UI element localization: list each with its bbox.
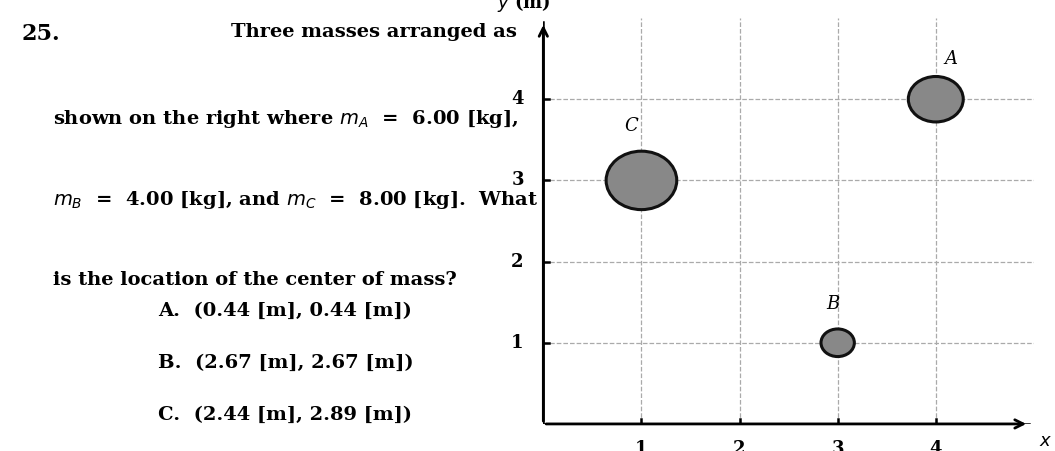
Text: 4: 4 [929,440,942,451]
Text: Three masses arranged as: Three masses arranged as [231,23,517,41]
Text: 3: 3 [512,171,523,189]
Text: is the location of the center of mass?: is the location of the center of mass? [53,271,457,289]
Text: C: C [625,117,638,135]
Text: B.  (2.67 [m], 2.67 [m]): B. (2.67 [m], 2.67 [m]) [158,354,414,372]
Text: 1: 1 [635,440,648,451]
Text: 2: 2 [512,253,523,271]
Text: $y$ (m): $y$ (m) [497,0,551,14]
Text: B: B [826,295,840,313]
Text: 2: 2 [733,440,746,451]
Circle shape [821,329,855,357]
Text: 25.: 25. [21,23,60,45]
Text: 1: 1 [512,334,523,352]
Text: 4: 4 [512,90,523,108]
Text: A: A [944,51,957,69]
Text: A.  (0.44 [m], 0.44 [m]): A. (0.44 [m], 0.44 [m]) [158,302,413,320]
Circle shape [607,151,676,210]
Text: $m_B$  =  4.00 [kg], and $m_C$  =  8.00 [kg].  What: $m_B$ = 4.00 [kg], and $m_C$ = 8.00 [kg]… [53,189,538,212]
Text: $x$ (m): $x$ (m) [1039,429,1055,451]
Text: 3: 3 [831,440,844,451]
Circle shape [908,77,963,122]
Text: shown on the right where $m_A$  =  6.00 [kg],: shown on the right where $m_A$ = 6.00 [k… [53,108,518,130]
Text: C.  (2.44 [m], 2.89 [m]): C. (2.44 [m], 2.89 [m]) [158,406,413,424]
